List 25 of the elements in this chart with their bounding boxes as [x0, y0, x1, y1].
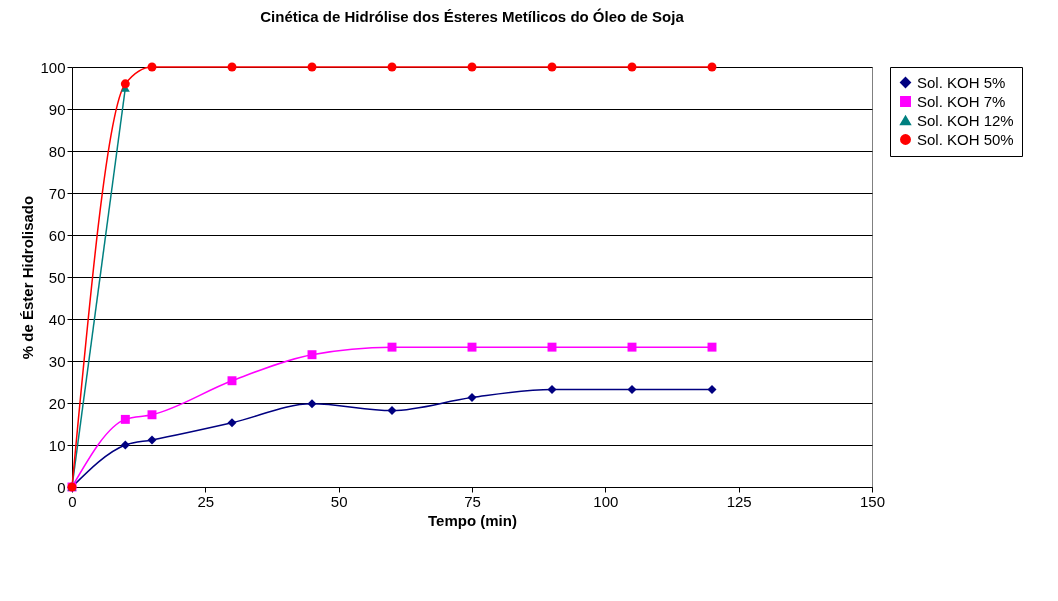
y-tick-label: 50 [48, 268, 66, 286]
x-tick-label: 25 [197, 492, 215, 510]
y-tick-label: 100 [40, 58, 66, 76]
y-axis-title: % de Éster Hidrolisado [19, 195, 37, 360]
y-tick-label: 20 [48, 394, 66, 412]
x-tick-label: 50 [330, 492, 348, 510]
y-tick-label: 60 [48, 226, 66, 244]
legend-label: Sol. KOH 12% [917, 111, 1014, 129]
y-tick-label: 10 [48, 436, 66, 454]
y-tick-label: 0 [57, 478, 66, 496]
legend-label: Sol. KOH 50% [917, 130, 1014, 148]
y-tick-label: 90 [48, 100, 66, 118]
y-tick-label: 40 [48, 310, 66, 328]
chart-title: Cinética de Hidrólise dos Ésteres Metílicos do Óleo de Soja [260, 8, 685, 25]
x-tick-label: 100 [593, 492, 619, 510]
y-tick-label: 70 [48, 184, 66, 202]
y-tick-label: 30 [48, 352, 66, 370]
x-tick-label: 75 [464, 492, 481, 510]
x-tick-label: 125 [726, 492, 752, 510]
legend-label: Sol. KOH 7% [917, 92, 1006, 110]
x-tick-label: 150 [859, 492, 886, 510]
legend-label: Sol. KOH 5% [917, 73, 1006, 91]
x-axis-title: Tempo (min) [428, 511, 517, 529]
y-tick-label: 80 [48, 142, 66, 160]
x-tick-label: 0 [68, 492, 77, 510]
